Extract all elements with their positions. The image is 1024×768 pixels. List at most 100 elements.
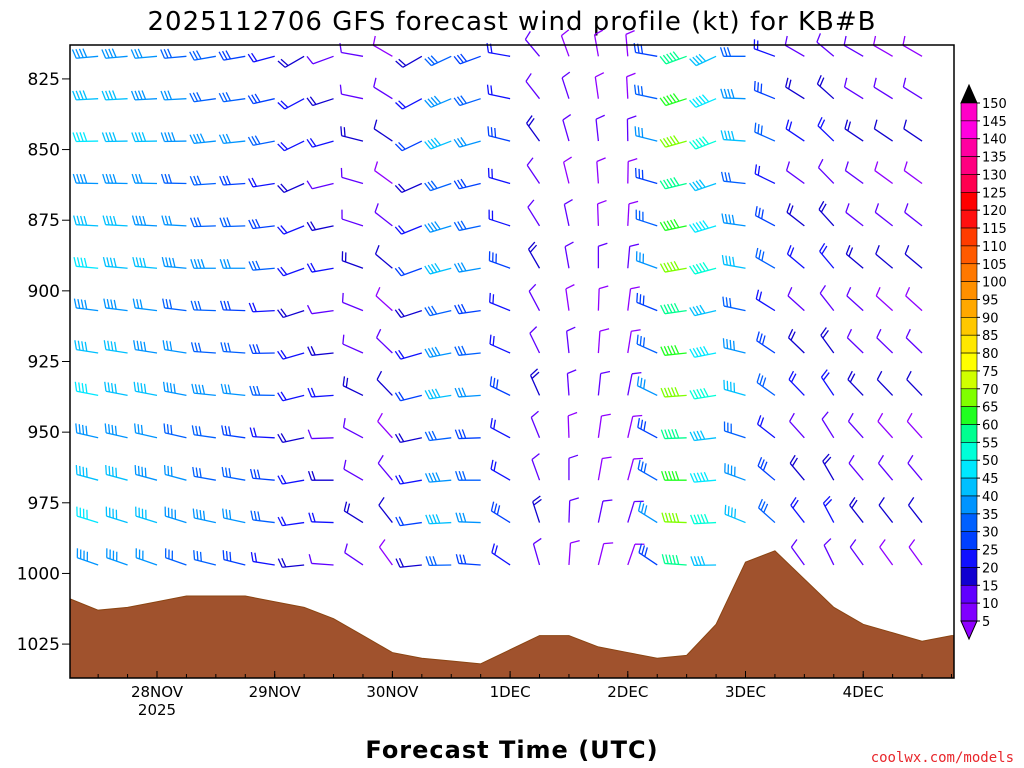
wind-barb <box>637 501 658 524</box>
colorbar-label: 55 <box>982 436 999 451</box>
wind-barb <box>846 328 864 354</box>
wind-barb <box>218 133 246 145</box>
wind-barb <box>689 94 717 108</box>
wind-barb <box>340 126 364 142</box>
wind-barb <box>721 254 746 269</box>
wind-barb <box>161 215 187 227</box>
wind-barb <box>819 285 835 312</box>
wind-barb <box>720 130 746 142</box>
wind-barb <box>527 241 541 269</box>
wind-barb <box>454 345 481 356</box>
wind-barb <box>377 412 393 439</box>
wind-barb <box>339 84 364 100</box>
wind-barb <box>525 73 541 100</box>
wind-barb <box>219 217 246 228</box>
wind-barb <box>528 283 541 311</box>
wind-barb <box>753 39 776 57</box>
wind-barb <box>690 513 717 525</box>
colorbar-label: 40 <box>982 490 999 505</box>
wind-barb <box>847 370 864 396</box>
colorbar-segment <box>960 459 978 479</box>
wind-barb <box>877 412 894 439</box>
colorbar-segment <box>960 156 978 175</box>
wind-barb <box>71 48 99 59</box>
wind-barb <box>689 220 717 233</box>
wind-barb <box>627 371 642 396</box>
wind-barb <box>818 200 835 227</box>
colorbar-label: 125 <box>982 186 1007 201</box>
wind-barb <box>785 161 805 184</box>
wind-barb <box>849 496 864 523</box>
wind-barb <box>72 173 99 185</box>
colorbar-label: 120 <box>982 204 1007 219</box>
colorbar-segment <box>960 245 978 265</box>
wind-barb <box>529 326 541 354</box>
wind-barb <box>486 84 511 100</box>
wind-barb <box>306 55 334 65</box>
colorbar-label: 25 <box>982 544 999 559</box>
wind-barb <box>455 470 481 481</box>
wind-barb <box>105 506 128 524</box>
colorbar-label: 95 <box>982 293 999 308</box>
terrain-layer <box>69 550 955 679</box>
wind-barb <box>130 48 158 59</box>
wind-barb <box>688 179 717 192</box>
wind-barb <box>73 215 99 227</box>
wind-barb <box>191 383 216 397</box>
wind-barb <box>597 499 613 523</box>
wind-barb <box>455 554 481 566</box>
wind-barb <box>627 286 640 311</box>
wind-barb <box>597 413 611 438</box>
colorbar-segment <box>960 263 978 282</box>
wind-barb <box>395 557 422 568</box>
wind-barb <box>567 411 578 438</box>
wind-barb <box>875 245 894 269</box>
wind-barb <box>819 242 835 269</box>
colorbar-segment <box>960 388 978 407</box>
wind-barb <box>277 516 305 527</box>
wind-barb <box>487 126 511 142</box>
wind-barb <box>190 259 216 269</box>
wind-barb <box>876 370 894 396</box>
wind-barb <box>627 243 640 269</box>
wind-barb <box>844 119 864 142</box>
colorbar-label: 130 <box>982 168 1007 183</box>
wind-barb <box>375 286 393 312</box>
wind-barb <box>372 35 393 57</box>
wind-barb <box>344 543 364 566</box>
wind-barb <box>690 556 717 566</box>
colorbar-segment <box>960 370 978 390</box>
wind-barb <box>191 425 216 439</box>
y-tick-label: 975 <box>28 494 60 514</box>
speed-colorbar: 1501451401351301251201151101051009590858… <box>960 83 1007 641</box>
wind-barb <box>626 115 637 142</box>
colorbar-label: 140 <box>982 133 1007 148</box>
wind-barb <box>394 349 423 360</box>
y-tick-label: 1000 <box>17 564 60 584</box>
wind-barb <box>395 474 422 485</box>
wind-barb <box>532 495 542 523</box>
wind-barb <box>659 93 687 107</box>
wind-barb <box>425 514 452 525</box>
wind-barb <box>596 157 606 184</box>
chart-title: 2025112706 GFS forecast wind profile (kt… <box>148 7 877 37</box>
x-tick-label: 1DEC <box>490 683 531 701</box>
colorbar-segment <box>960 406 978 425</box>
wind-barb <box>307 429 334 440</box>
wind-barb <box>394 182 423 194</box>
colorbar-bottom-arrow <box>960 620 978 641</box>
wind-barb <box>102 215 128 227</box>
wind-barb <box>102 173 128 185</box>
wind-barb <box>395 55 423 68</box>
wind-barb <box>164 506 187 524</box>
wind-barb <box>76 506 99 524</box>
colorbar-segment <box>960 209 978 229</box>
wind-barb <box>816 75 835 100</box>
wind-barb <box>490 459 511 481</box>
y-tick-label: 925 <box>28 353 60 373</box>
wind-barb <box>689 53 717 67</box>
wind-barbs-layer <box>71 29 923 568</box>
colorbar-label: 110 <box>982 240 1007 255</box>
wind-barb <box>848 454 864 481</box>
